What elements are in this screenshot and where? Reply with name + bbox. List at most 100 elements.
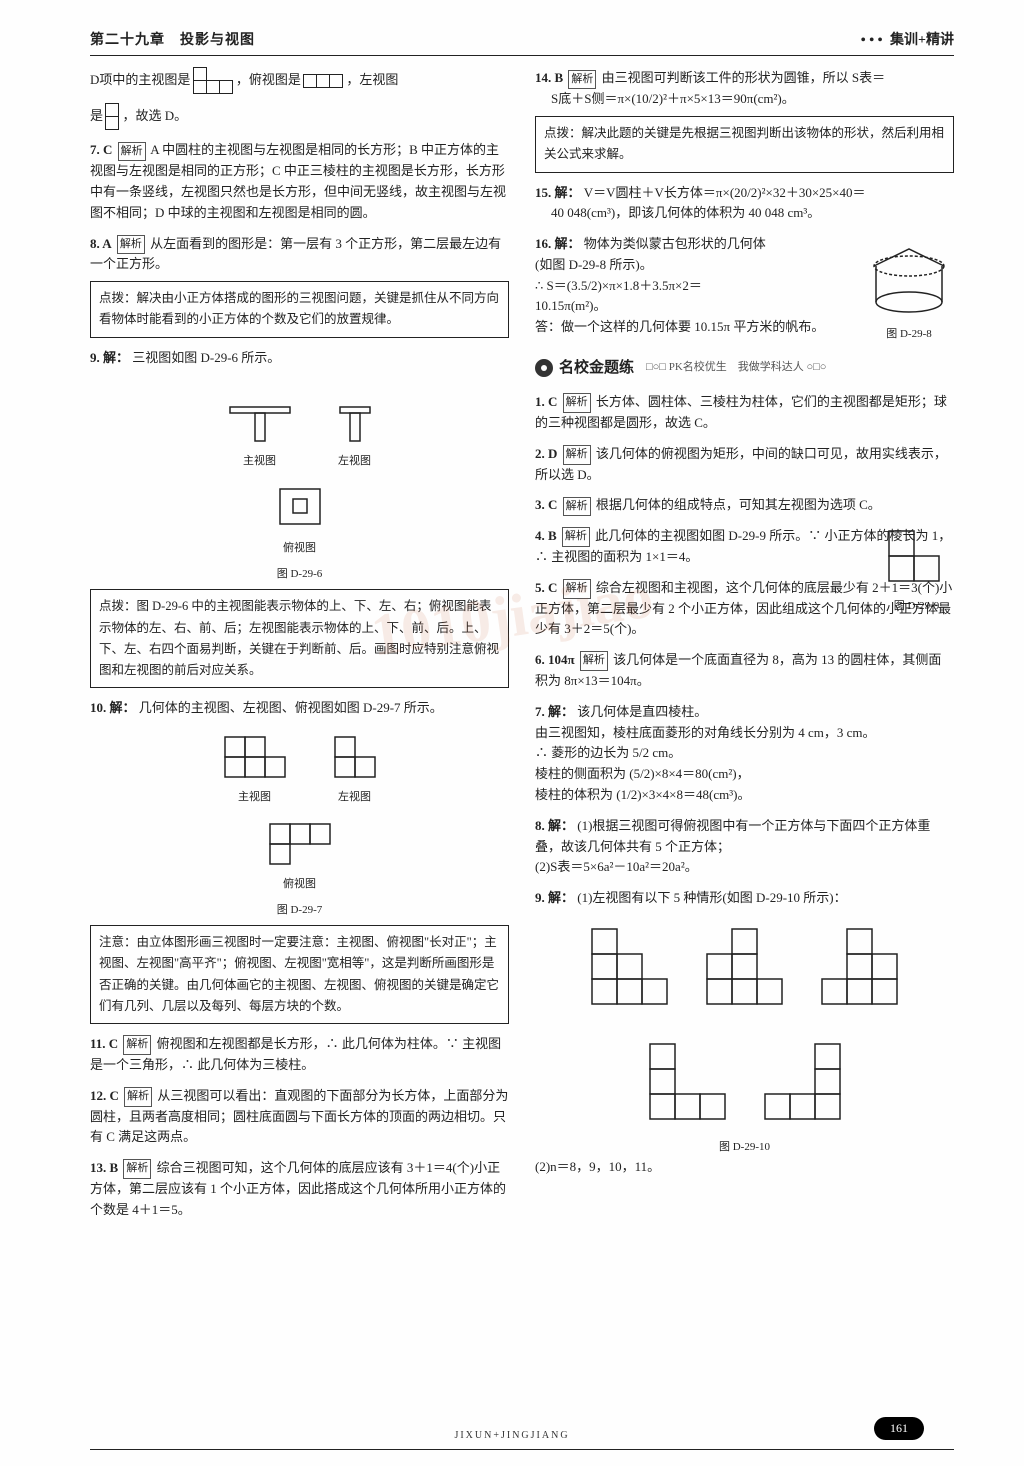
answer-b2: 2. D 解析 该几何体的俯视图为矩形，中间的缺口可见，故用实线表示，所以选 D… xyxy=(535,444,954,486)
answer-label: 8. 解： xyxy=(535,818,574,833)
explanation: 由三视图可判断该工件的形状为圆锥，所以 S表＝ xyxy=(602,70,885,85)
answer-9: 9. 解： 三视图如图 D-29-6 所示。 主视图 xyxy=(90,348,509,689)
text: ，俯视图是 xyxy=(236,72,301,87)
fig-b4: 图 D-29-9 xyxy=(879,526,954,615)
label: 主视图 xyxy=(215,789,295,807)
line2: 由三视图知，棱柱底面菱形的对角线长分别为 4 cm，3 cm。 xyxy=(535,723,954,744)
bullet-icon xyxy=(535,359,553,377)
section-header: 名校金题练 □○□ PK名校优生 我做学科达人 ○□○ xyxy=(535,356,954,380)
answer-label: 15. 解： xyxy=(535,185,581,200)
figure-row: 主视图 左视图 xyxy=(90,377,509,471)
line5: 棱柱的体积为 (1/2)×3×4×8＝48(cm³)。 xyxy=(535,785,954,806)
jiexi-label: 解析 xyxy=(568,70,596,90)
answer-b8: 8. 解： (1)根据三视图可得俯视图中有一个正方体与下面四个正方体重叠，故该几… xyxy=(535,816,954,878)
label: 左视图 xyxy=(330,453,380,471)
main-view: 主视图 xyxy=(220,377,300,471)
answer-b7: 7. 解： 该几何体是直四棱柱。 由三视图知，棱柱底面菱形的对角线长分别为 4 … xyxy=(535,702,954,806)
figure-caption: 图 D-29-7 xyxy=(90,902,509,920)
answer-b3: 3. C 解析 根据几何体的组成特点，可知其左视图为选项 C。 xyxy=(535,495,954,516)
line1: 该几何体是直四棱柱。 xyxy=(577,704,707,719)
answer-label: 10. 解： xyxy=(90,700,136,715)
answer-label: 5. C xyxy=(535,580,557,595)
tip-box: 点拨：解决此题的关键是先根据三视图判断出该物体的形状，然后利用相关公式来求解。 xyxy=(535,116,954,173)
page-header: 第二十九章 投影与视图 集训+精讲 xyxy=(90,30,954,56)
header-right: 集训+精讲 xyxy=(861,30,954,52)
answer-13: 13. B 解析 综合三视图可知，这个几何体的底层应该有 3＋1＝4(个)小正方… xyxy=(90,1158,509,1220)
section-title: 名校金题练 xyxy=(559,356,634,380)
answer-label: 16. 解： xyxy=(535,236,581,251)
explanation: 几何体的主视图、左视图、俯视图如图 D-29-7 所示。 xyxy=(139,700,443,715)
figure-caption: 图 D-29-10 xyxy=(535,1139,954,1157)
text: D项中的主视图是 xyxy=(90,72,190,87)
answer-label: 14. B xyxy=(535,70,563,85)
grid-svg xyxy=(260,814,340,869)
explanation: 根据几何体的组成特点，可知其左视图为选项 C。 xyxy=(596,497,881,512)
main-view: 主视图 xyxy=(215,727,295,806)
answer-b4: 4. B 解析 此几何体的主视图如图 D-29-9 所示。∵ 小正方体的棱长为 … xyxy=(535,526,954,568)
explanation: 综合三视图可知，这个几何体的底层应该有 3＋1＝4(个)小正方体，第二层应该有 … xyxy=(90,1160,506,1217)
line1: (1)左视图有以下 5 种情形(如图 D-29-10 所示)： xyxy=(577,890,846,905)
jiexi-label: 解析 xyxy=(118,142,146,162)
answer-10: 10. 解： 几何体的主视图、左视图、俯视图如图 D-29-7 所示。 主视图 xyxy=(90,698,509,1024)
shape-5 xyxy=(755,1034,850,1129)
answer-label: 11. C xyxy=(90,1036,118,1051)
text: ，故选 D。 xyxy=(123,108,188,123)
top-view: 俯视图 xyxy=(265,479,335,558)
label: 俯视图 xyxy=(260,876,340,894)
line2: (2)S表＝5×6a²－10a²＝20a²。 xyxy=(535,857,954,878)
jiexi-label: 解析 xyxy=(562,527,590,547)
explanation: 俯视图和左视图都是长方形，∴ 此几何体为柱体。∵ 主视图是一个三角形，∴ 此几何… xyxy=(90,1036,501,1072)
line3: ∴ 菱形的边长为 5/2 cm。 xyxy=(535,743,954,764)
grid-svg xyxy=(325,727,385,782)
answer-label: 2. D xyxy=(535,446,557,461)
shape-svg xyxy=(220,377,300,447)
yurt-svg xyxy=(864,244,954,319)
line4: 棱柱的侧面积为 (5/2)×8×4＝80(cm²)， xyxy=(535,764,954,785)
label: 左视图 xyxy=(325,789,385,807)
left-column: D项中的主视图是 ，俯视图是 ，左视图 是 ，故选 D。 xyxy=(90,68,509,1230)
shape-1 xyxy=(582,919,677,1014)
shape-4 xyxy=(640,1034,735,1129)
line2: (2)n＝8，9，10，11。 xyxy=(535,1157,954,1178)
tip-box: 点拨：图 D-29-6 中的主视图能表示物体的上、下、左、右；俯视图能表示物体的… xyxy=(90,589,509,688)
line1: (1)根据三视图可得俯视图中有一个正方体与下面四个正方体重叠，故该几何体共有 5… xyxy=(535,818,930,854)
explanation: 长方体、圆柱体、三棱柱为柱体，它们的主视图都是矩形；球的三种视图都是圆形，故选 … xyxy=(535,394,947,430)
text: 是 xyxy=(90,108,103,123)
tip-box: 注意：由立体图形画三视图时一定要注意：主视图、俯视图"长对正"；主视图、左视图"… xyxy=(90,925,509,1024)
footer-rule xyxy=(90,1449,954,1450)
answer-16: 16. 解： 物体为类似蒙古包形状的几何体 (如图 D-29-8 所示)。 ∴ … xyxy=(535,234,954,338)
answer-b6: 6. 104π 解析 该几何体是一个底面直径为 8，高为 13 的圆柱体，其侧面… xyxy=(535,650,954,692)
jiexi-label: 解析 xyxy=(117,235,145,255)
tip-box: 点拨：解决由小正方体搭成的图形的三视图问题，关键是抓住从不同方向看物体时能看到的… xyxy=(90,281,509,338)
answer-b1: 1. C 解析 长方体、圆柱体、三棱柱为柱体，它们的主视图都是矩形；球的三种视图… xyxy=(535,392,954,434)
label: 主视图 xyxy=(220,453,300,471)
chapter-title: 第二十九章 投影与视图 xyxy=(90,30,255,52)
answer-7: 7. C 解析 A 中圆柱的主视图与左视图是相同的长方形；B 中正方体的主视图与… xyxy=(90,140,509,223)
line1: 物体为类似蒙古包形状的几何体 xyxy=(584,236,766,251)
jiexi-label: 解析 xyxy=(563,497,591,517)
line1: V＝V圆柱＋V长方体＝π×(20/2)²×32＋30×25×40＝ xyxy=(584,185,866,200)
figure-caption: 图 D-29-6 xyxy=(90,566,509,584)
explanation: A 中圆柱的主视图与左视图是相同的长方形；B 中正方体的主视图与左视图是相同的正… xyxy=(90,142,506,219)
right-column: 14. B 解析 由三视图可判断该工件的形状为圆锥，所以 S表＝ S底＋S侧＝π… xyxy=(535,68,954,1230)
left-view: 左视图 xyxy=(330,377,380,471)
jiexi-label: 解析 xyxy=(580,651,608,671)
answer-label: 8. A xyxy=(90,236,112,251)
section-subtitle: □○□ PK名校优生 我做学科达人 ○□○ xyxy=(646,359,826,377)
answer-label: 6. 104π xyxy=(535,652,575,667)
jiexi-label: 解析 xyxy=(123,1159,151,1179)
jiexi-label: 解析 xyxy=(563,445,591,465)
shape-2 xyxy=(697,919,792,1014)
shape-3 xyxy=(812,919,907,1014)
answer-15: 15. 解： V＝V圆柱＋V长方体＝π×(20/2)²×32＋30×25×40＝… xyxy=(535,183,954,225)
answer-label: 4. B xyxy=(535,528,557,543)
answer-label: 12. C xyxy=(90,1088,119,1103)
answer-12: 12. C 解析 从三视图可以看出：直观图的下面部分为长方体，上面部分为圆柱，且… xyxy=(90,1086,509,1148)
explanation: 从三视图可以看出：直观图的下面部分为长方体，上面部分为圆柱，且两者高度相同；圆柱… xyxy=(90,1088,508,1145)
columns: D项中的主视图是 ，俯视图是 ，左视图 是 ，故选 D。 xyxy=(90,68,954,1230)
answer-label: 3. C xyxy=(535,497,557,512)
answer-8: 8. A 解析 从左面看到的图形是：第一层有 3 个正方形，第二层最左边有一个正… xyxy=(90,234,509,338)
answer-label: 13. B xyxy=(90,1160,118,1175)
figure-row-2: 俯视图 xyxy=(90,479,509,558)
tiny-shape-3 xyxy=(106,104,119,130)
